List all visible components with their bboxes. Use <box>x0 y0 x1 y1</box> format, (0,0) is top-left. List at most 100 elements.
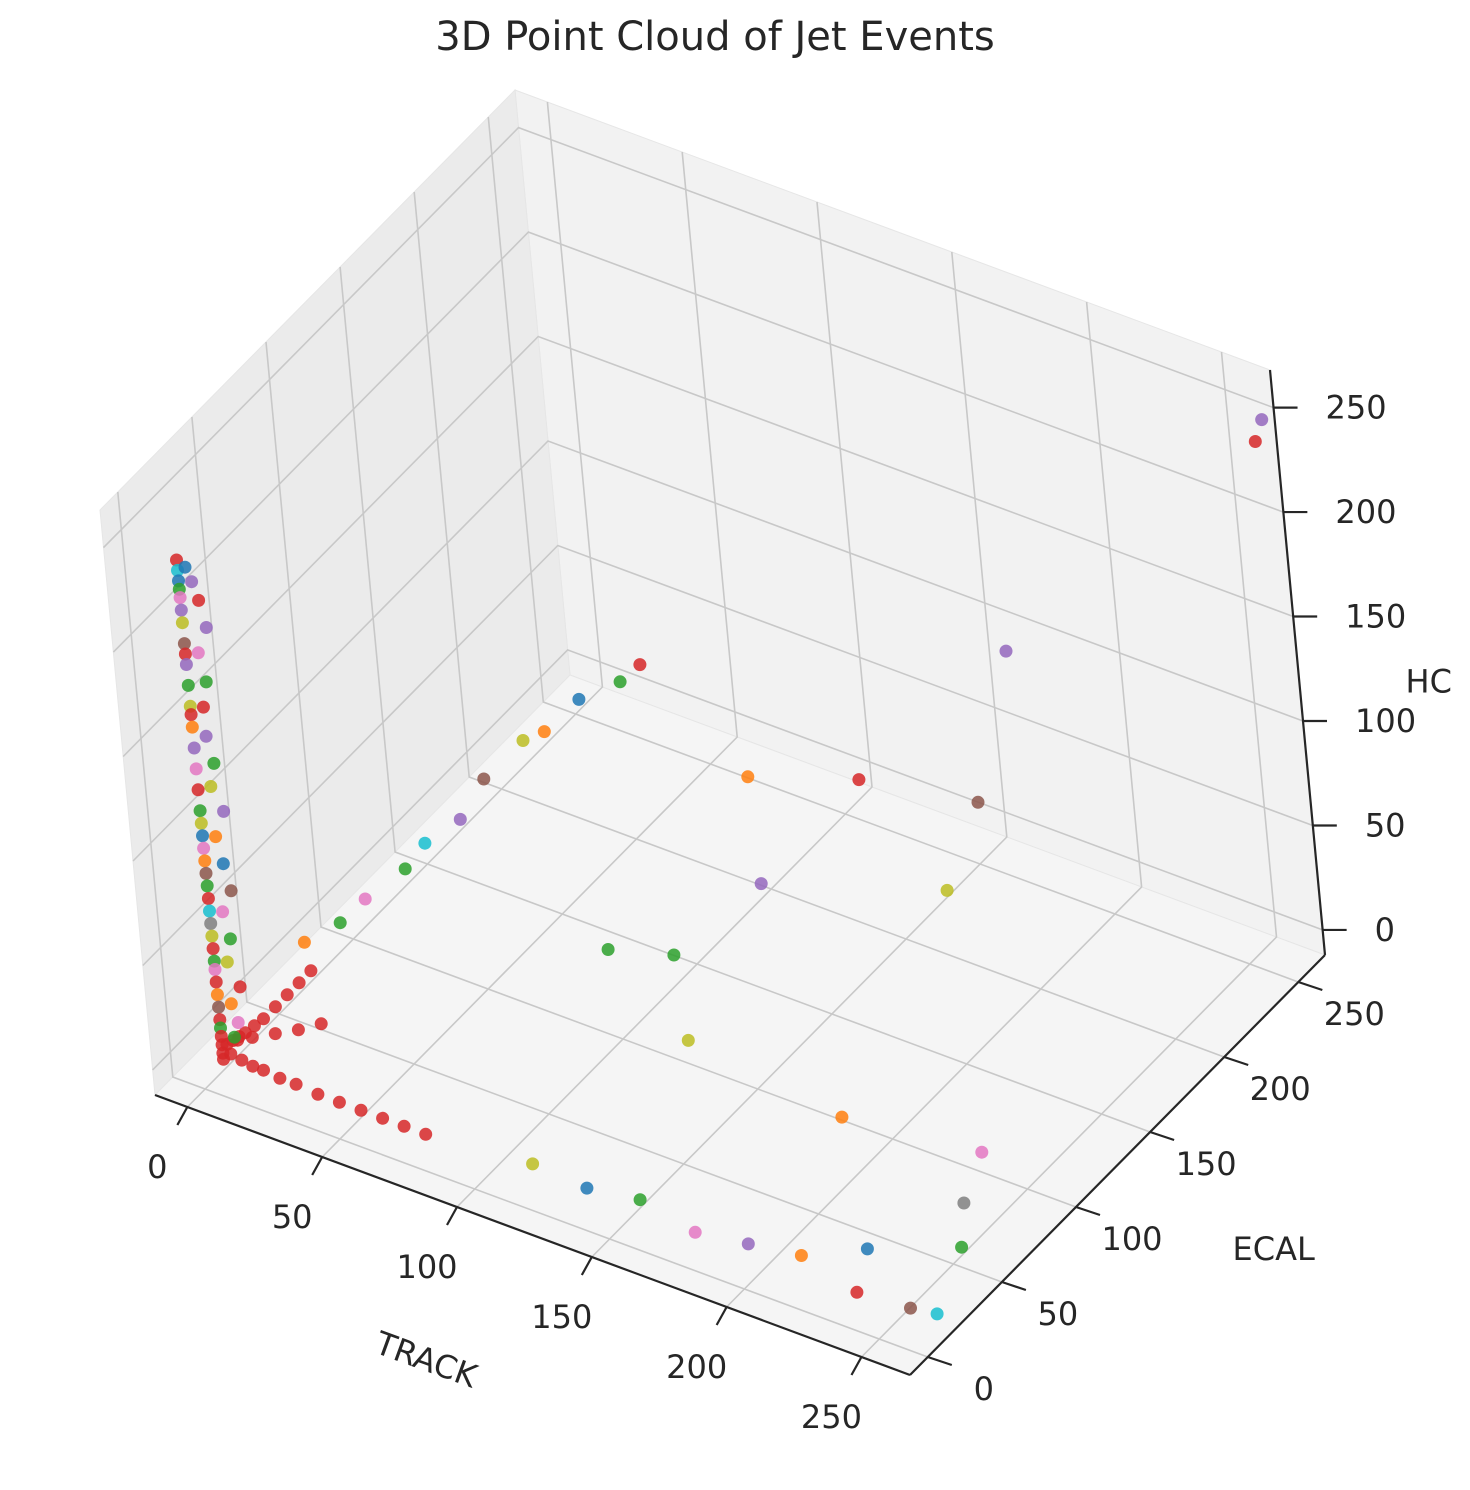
data-point <box>333 916 347 930</box>
data-point <box>291 1023 305 1037</box>
tick-marks <box>176 406 1347 1376</box>
data-point <box>354 1103 368 1117</box>
data-point <box>292 976 306 990</box>
x-axis-label: TRACK <box>369 1323 483 1395</box>
data-point <box>297 935 311 949</box>
y-tick-label: 50 <box>1038 1295 1079 1333</box>
x-axis-line <box>154 1093 911 1377</box>
data-point <box>376 1111 390 1125</box>
z-gridline <box>112 231 1284 653</box>
y-tick <box>927 1355 953 1367</box>
data-point <box>208 963 222 976</box>
data-point <box>999 644 1013 658</box>
data-point <box>199 866 213 880</box>
data-point <box>860 1242 874 1256</box>
x-gridline <box>860 351 1278 1358</box>
y-gridline <box>117 491 929 1358</box>
data-point <box>217 804 231 818</box>
data-point <box>209 830 223 844</box>
data-point <box>397 1119 411 1133</box>
data-point <box>358 892 372 906</box>
data-point <box>601 943 615 956</box>
data-point <box>199 675 213 689</box>
data-point <box>224 997 238 1011</box>
data-point <box>955 1240 969 1254</box>
x-tick <box>446 1206 458 1226</box>
data-point <box>273 1071 287 1085</box>
z-tick-label: 150 <box>1345 598 1406 636</box>
data-point <box>975 1145 989 1159</box>
data-point <box>185 720 199 734</box>
data-point <box>794 1249 808 1262</box>
data-point <box>184 708 198 722</box>
data-point <box>177 637 191 651</box>
y-gridline <box>265 341 1077 1208</box>
data-point <box>189 762 203 776</box>
x-gridline <box>186 101 604 1108</box>
data-point <box>201 892 215 905</box>
data-point <box>220 955 234 969</box>
data-point <box>204 917 218 930</box>
x-tick-label: 50 <box>272 1198 313 1236</box>
x-gridline <box>591 251 1008 1258</box>
data-point <box>268 1000 282 1014</box>
data-point <box>257 1063 270 1077</box>
data-point <box>174 603 188 617</box>
data-point <box>227 1030 241 1044</box>
y-axis-line <box>909 954 1326 1376</box>
x-tick-label: 100 <box>396 1248 457 1286</box>
data-point <box>196 700 210 714</box>
data-point <box>233 980 247 994</box>
axis-panes <box>99 88 1326 1376</box>
y-tick <box>1075 1205 1101 1217</box>
z-tick-label: 100 <box>1355 702 1416 740</box>
data-point <box>198 854 212 868</box>
data-point <box>537 725 551 739</box>
data-point <box>246 1059 260 1073</box>
y-tick <box>1297 980 1323 992</box>
y-gridline <box>413 191 1225 1058</box>
data-point <box>212 1000 226 1014</box>
data-point <box>207 756 221 770</box>
x-tick <box>176 1106 189 1126</box>
y-tick-label: 0 <box>974 1370 994 1408</box>
data-point <box>289 1077 303 1091</box>
x-tick-label: 250 <box>801 1398 862 1436</box>
z-gridline <box>132 440 1304 862</box>
y-gridline <box>339 266 1151 1133</box>
data-point <box>633 658 647 672</box>
data-point <box>971 795 985 809</box>
z-gridline <box>142 544 1314 967</box>
z-axis-line <box>1268 369 1327 956</box>
data-point <box>526 1157 540 1171</box>
x-tick-label: 150 <box>531 1298 592 1336</box>
data-point <box>667 948 681 962</box>
tick-labels: 0 0 0 50 50 50 100 100 100 150 150 150 200 200 200 250 2… <box>147 389 1416 1436</box>
data-point <box>247 1019 261 1033</box>
data-point <box>633 1193 647 1207</box>
data-point <box>210 988 224 1002</box>
data-point <box>930 1307 944 1321</box>
y-tick-label: 250 <box>1324 995 1385 1033</box>
data-point <box>192 593 206 607</box>
data-point <box>175 616 189 630</box>
y-axis-label: ECAL <box>1233 1230 1315 1268</box>
x-tick-label: 200 <box>666 1348 727 1386</box>
data-point <box>904 1301 917 1315</box>
data-point <box>170 553 183 567</box>
axis-lines <box>154 369 1327 1377</box>
data-point <box>957 1196 971 1210</box>
data-point <box>224 1047 238 1061</box>
data-point <box>204 780 218 793</box>
data-point <box>311 1087 325 1101</box>
z-tick-label: 50 <box>1365 806 1406 844</box>
z-gridline <box>152 648 1323 1071</box>
data-point <box>231 1016 245 1029</box>
data-point <box>206 942 220 956</box>
data-point <box>185 575 199 589</box>
data-point <box>173 591 187 605</box>
z-tick-label: 250 <box>1326 389 1387 427</box>
data-point <box>257 1012 270 1026</box>
data-point <box>741 1237 755 1251</box>
